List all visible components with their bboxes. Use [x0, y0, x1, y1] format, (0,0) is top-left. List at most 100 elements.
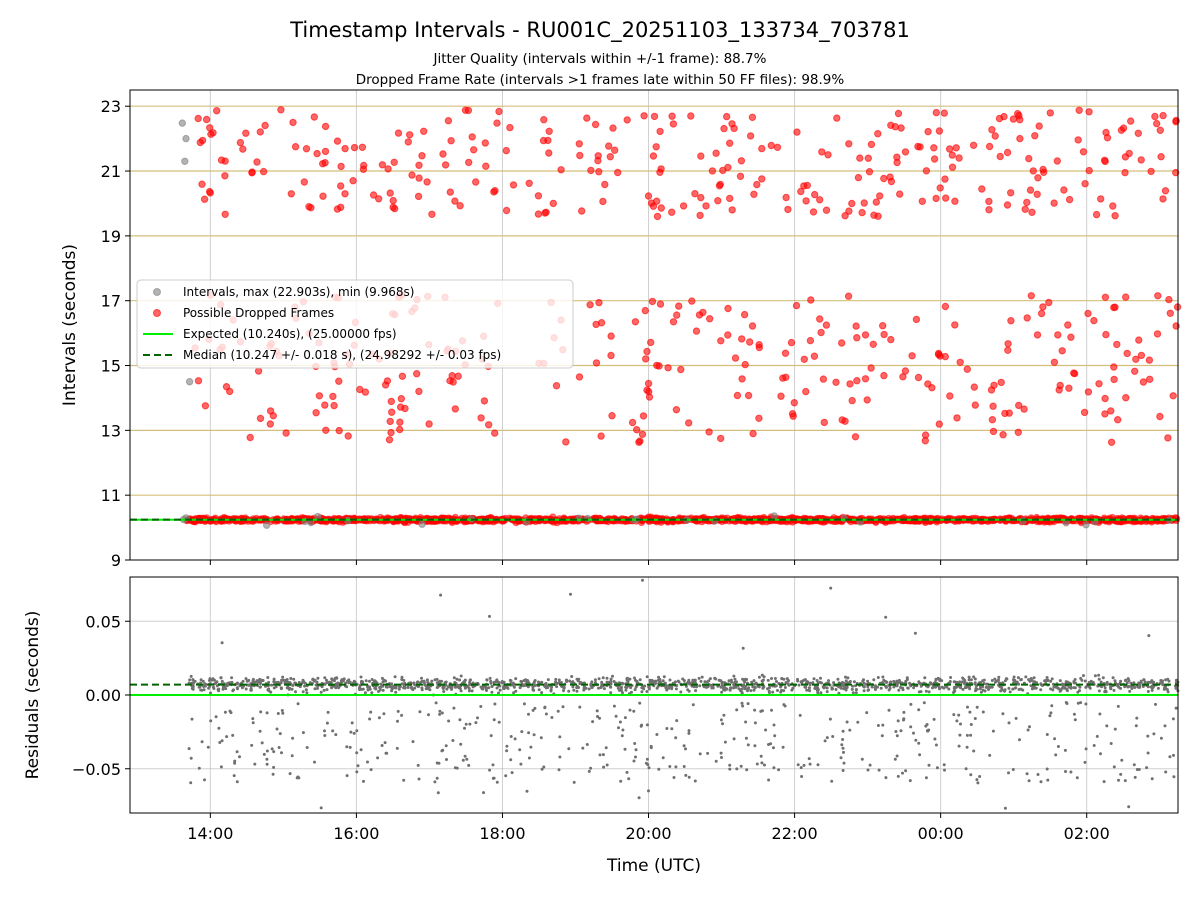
dropped-frame-point — [750, 190, 758, 199]
dropped-frame-point — [748, 322, 757, 330]
dropped-frame-point — [720, 124, 728, 133]
residual-point — [670, 727, 674, 731]
residual-point — [928, 681, 932, 685]
residual-point — [265, 762, 269, 766]
residual-point — [527, 712, 530, 716]
dropped-frame-point — [893, 158, 901, 167]
residual-point — [812, 677, 816, 681]
residual-point — [1156, 686, 1160, 690]
residual-point — [232, 774, 236, 778]
residual-point — [1045, 676, 1049, 679]
residual-point — [526, 679, 529, 682]
residual-point — [924, 689, 928, 693]
residual-point — [272, 765, 276, 769]
residual-point — [455, 766, 459, 770]
dropped-frame-point — [935, 420, 943, 428]
residual-point — [896, 774, 900, 778]
dropped-frame-point — [854, 173, 863, 182]
dropped-frame-point — [1127, 117, 1135, 125]
residual-point — [241, 679, 245, 683]
dropped-frame-point — [310, 113, 318, 121]
dropped-frame-point — [414, 192, 423, 201]
dropped-frame-point — [319, 192, 327, 200]
dropped-frame-point — [635, 438, 643, 446]
residual-point — [316, 686, 319, 690]
residual-point — [356, 764, 360, 768]
residual-point — [359, 748, 363, 752]
dropped-frame-point — [922, 167, 931, 175]
residual-point — [305, 746, 309, 749]
residual-point — [694, 689, 698, 693]
residual-point — [664, 684, 668, 688]
residual-point — [214, 681, 217, 685]
residual-point — [581, 746, 585, 750]
residual-point — [1117, 778, 1120, 782]
residual-point — [334, 686, 338, 690]
dropped-frame-point — [1014, 110, 1022, 118]
residual-point — [934, 743, 938, 747]
dropped-frame-point — [1045, 298, 1053, 307]
dropped-frame-point — [319, 160, 327, 168]
residual-point — [1048, 714, 1052, 718]
residual-point — [397, 687, 401, 691]
residual-point — [973, 681, 977, 685]
residual-point — [905, 678, 909, 681]
residual-point — [1024, 675, 1028, 679]
residual-point — [261, 679, 265, 682]
dropped-frame-point — [1134, 129, 1143, 138]
dropped-frame-point — [705, 428, 713, 436]
dropped-frame-point — [1132, 355, 1140, 363]
residual-point — [816, 688, 820, 692]
residual-point — [1137, 768, 1141, 771]
legend-entry-expected: Expected (10.240s), (25.00000 fps) — [183, 327, 397, 341]
residual-point — [272, 686, 276, 690]
dropped-frame-point — [289, 118, 297, 127]
residual-point — [647, 766, 651, 770]
dropped-frame-point — [822, 321, 831, 329]
residual-point — [213, 678, 216, 682]
dropped-frame-point — [451, 405, 459, 413]
residual-point — [723, 740, 727, 744]
residual-point — [807, 688, 811, 692]
residual-point — [1174, 686, 1178, 690]
dropped-frame-point — [724, 304, 732, 313]
residual-point — [876, 676, 880, 679]
dropped-frame-point — [1025, 154, 1033, 163]
interval-point — [185, 378, 194, 386]
residual-point — [1065, 689, 1069, 693]
residuals-y-tick-label: 0.05 — [85, 612, 121, 631]
residual-point — [729, 678, 733, 682]
residual-point — [774, 680, 778, 683]
dropped-frame-point — [335, 377, 343, 385]
residual-point — [881, 723, 885, 727]
residual-point — [909, 702, 913, 706]
residual-point — [1066, 680, 1070, 684]
dropped-frame-point — [817, 328, 825, 337]
residual-point — [267, 680, 271, 684]
residual-point — [647, 789, 650, 793]
dropped-frame-point — [552, 382, 561, 390]
residual-point — [258, 685, 262, 689]
residual-point — [313, 687, 317, 691]
residual-point — [952, 680, 956, 684]
residual-point — [279, 686, 283, 690]
dropped-frame-point — [1125, 149, 1133, 158]
residual-point — [899, 686, 903, 689]
residual-point — [259, 710, 263, 714]
residual-point — [818, 680, 822, 684]
residual-point — [620, 734, 624, 738]
residual-point — [737, 687, 741, 691]
residual-point — [452, 676, 456, 680]
residual-point — [458, 718, 462, 722]
residual-point — [1072, 712, 1076, 716]
dropped-frame-point — [446, 377, 454, 385]
residual-point — [976, 781, 980, 785]
residual-point — [741, 704, 745, 708]
residual-point — [990, 679, 994, 682]
dropped-frame-point — [330, 401, 338, 410]
dropped-frame-point — [930, 155, 939, 163]
residual-point — [596, 715, 599, 718]
residual-point — [369, 710, 373, 714]
residual-point — [598, 753, 602, 757]
residual-point — [728, 767, 732, 771]
